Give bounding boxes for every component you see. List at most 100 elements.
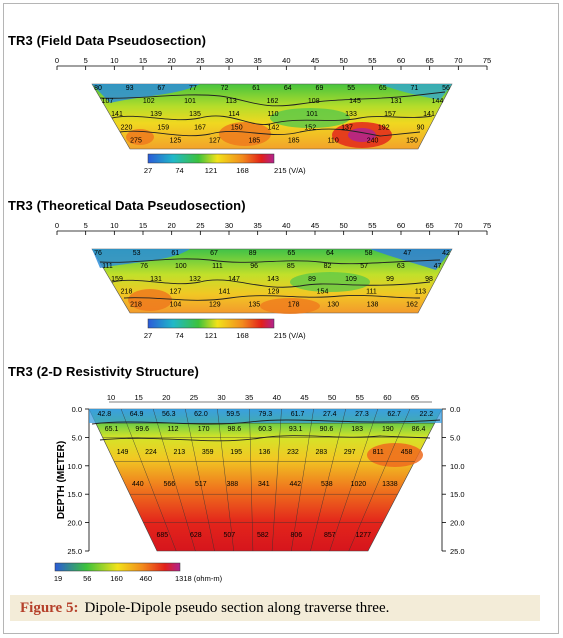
structure-value-label: 42.8	[98, 411, 112, 418]
structure-value-label: 79.3	[259, 411, 273, 418]
theory-color-scale	[147, 318, 275, 329]
structure-value-label: 566	[164, 481, 176, 488]
field-value-label: 275	[130, 137, 142, 144]
theory-contour	[111, 279, 431, 288]
structure-value-label: 857	[324, 532, 336, 539]
field-scale-label: 27	[144, 166, 152, 175]
theory-value-label: 63	[397, 263, 405, 270]
field-value-label: 55	[347, 85, 355, 92]
theory-value-label: 64	[326, 250, 334, 257]
theory-value-label: 65	[287, 250, 295, 257]
theory-high-zone	[260, 298, 320, 314]
theory-tick-label: 20	[167, 221, 175, 230]
theory-low-zone	[370, 249, 452, 270]
structure-value-label: 195	[230, 449, 242, 456]
theory-value-label: 129	[209, 302, 221, 309]
depth-tick-label-right: 0.0	[450, 405, 460, 414]
field-tick-label: 75	[483, 56, 491, 65]
theory-tick-label: 45	[311, 221, 319, 230]
theory-value-label: 127	[170, 289, 182, 296]
theory-tick-label: 10	[110, 221, 118, 230]
depth-axis-label: DEPTH (METER)	[56, 441, 67, 519]
theory-value-label: 162	[406, 302, 418, 309]
structure-value-label: 136	[259, 449, 271, 456]
field-value-label: 220	[121, 124, 133, 131]
theory-value-label: 111	[102, 263, 113, 270]
field-value-label: 114	[228, 111, 239, 118]
structure-grid-line	[249, 408, 254, 552]
theory-value-label: 67	[210, 250, 218, 257]
structure-value-label: 538	[321, 481, 333, 488]
theory-value-label: 42	[442, 250, 450, 257]
field-value-label: 139	[150, 111, 162, 118]
structure-tick-label: 55	[356, 393, 364, 402]
field-tick-label: 5	[84, 56, 88, 65]
field-value-label: 150	[406, 137, 418, 144]
theory-value-label: 96	[250, 263, 258, 270]
structure-tick-label: 45	[300, 393, 308, 402]
structure-panel-title: TR3 (2-D Resistivity Structure)	[8, 364, 199, 379]
figure-caption: Figure 5: Dipole-Dipole pseudo section a…	[10, 595, 540, 621]
structure-grid-line	[348, 408, 411, 552]
structure-value-label: 582	[257, 532, 269, 539]
theory-low-zone	[92, 249, 190, 268]
depth-tick-label-left: 25.0	[67, 547, 82, 556]
theory-value-label: 135	[248, 302, 260, 309]
theory-tick-label: 30	[225, 221, 233, 230]
theory-value-label: 159	[111, 276, 123, 283]
field-value-label: 144	[432, 98, 444, 105]
field-scale-label: 74	[175, 166, 183, 175]
theory-value-label: 131	[150, 276, 162, 283]
theory-value-label: 132	[189, 276, 201, 283]
depth-tick-label-left: 15.0	[67, 490, 82, 499]
field-value-label: 90	[417, 124, 425, 131]
structure-value-label: 22.2	[420, 411, 434, 418]
theory-value-label: 141	[219, 289, 231, 296]
theory-value-label: 147	[228, 276, 240, 283]
structure-value-label: 811	[373, 449, 384, 456]
field-value-label: 56	[442, 85, 450, 92]
structure-color-scale	[54, 562, 181, 572]
theory-high-zone	[128, 289, 172, 311]
structure-value-label: 297	[344, 449, 356, 456]
field-tick-label: 35	[253, 56, 261, 65]
theory-value-label: 98	[425, 276, 433, 283]
structure-value-label: 224	[145, 449, 157, 456]
theory-scale-label: 121	[205, 331, 218, 340]
structure-value-label: 170	[198, 426, 210, 433]
theory-value-label: 111	[212, 263, 223, 270]
field-value-label: 133	[345, 111, 357, 118]
structure-value-label: 442	[290, 481, 302, 488]
field-mid-zone	[270, 108, 350, 128]
depth-tick-label-right: 15.0	[450, 490, 465, 499]
depth-tick-label-right: 25.0	[450, 547, 465, 556]
theory-value-label: 89	[308, 276, 316, 283]
structure-value-label: 1020	[351, 481, 367, 488]
structure-value-label: 59.5	[226, 411, 240, 418]
structure-tick-label: 35	[245, 393, 253, 402]
field-tick-label: 60	[397, 56, 405, 65]
field-value-label: 142	[268, 124, 280, 131]
theory-value-label: 178	[288, 302, 300, 309]
theory-contour	[99, 258, 441, 265]
theory-value-label: 47	[403, 250, 411, 257]
theory-value-label: 100	[175, 263, 187, 270]
structure-value-label: 507	[223, 532, 235, 539]
field-value-label: 93	[126, 85, 134, 92]
structure-value-label: 62.7	[387, 411, 401, 418]
field-tick-label: 15	[139, 56, 147, 65]
field-value-label: 157	[384, 111, 396, 118]
structure-grid-line	[185, 408, 215, 552]
theory-value-label: 85	[287, 263, 295, 270]
structure-value-label: 56.3	[162, 411, 176, 418]
field-contour	[111, 115, 433, 126]
caption-label: Figure 5:	[20, 599, 79, 616]
structure-high-zone	[367, 443, 423, 467]
field-tick-label: 55	[368, 56, 376, 65]
structure-value-label: 1338	[382, 481, 398, 488]
depth-tick-label-left: 20.0	[67, 519, 82, 528]
theory-value-label: 143	[267, 276, 279, 283]
theory-value-label: 104	[170, 302, 182, 309]
structure-value-label: 99.6	[135, 426, 149, 433]
